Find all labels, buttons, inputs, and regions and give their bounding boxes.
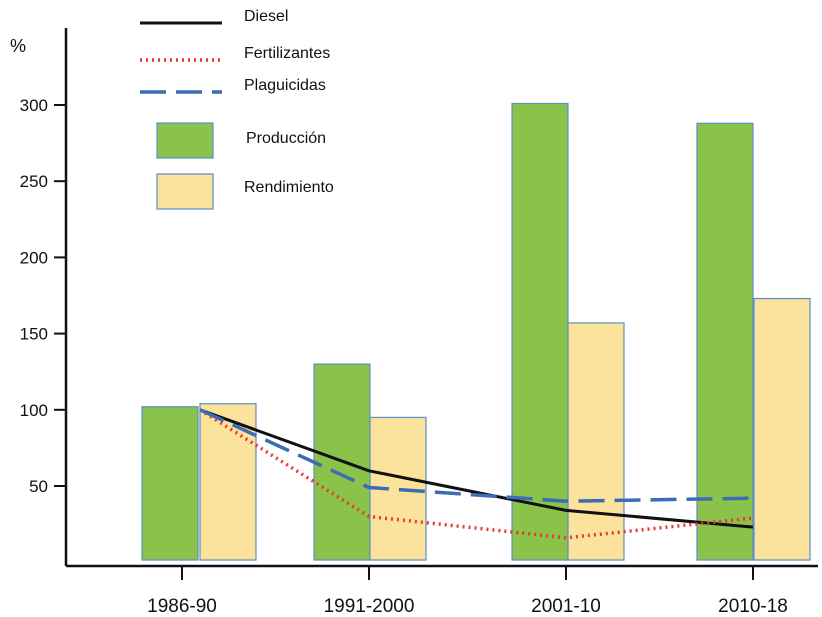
y-tick-label-50: 50	[29, 477, 48, 496]
legend-label-producción: Producción	[246, 130, 326, 147]
y-axis-label: %	[10, 36, 26, 56]
y-tick-label-150: 150	[20, 325, 48, 344]
bar-rendimiento-4	[753, 297, 811, 561]
legend: Diesel Fertilizantes Plaguicidas Producción…	[140, 8, 334, 210]
bar-producción-4	[696, 122, 754, 561]
y-tick-label-300: 300	[20, 96, 48, 115]
bar-rendimiento-3	[567, 322, 625, 561]
bar-producción-3	[511, 102, 569, 561]
line-diesel	[199, 408, 754, 529]
legend-swatch-producción	[156, 122, 214, 159]
line-fertilizantes	[199, 408, 754, 540]
line-plaguicidas	[199, 408, 754, 503]
x-tick-label-1: 1986-90	[147, 596, 217, 617]
legend-label-rendimiento: Rendimiento	[244, 179, 334, 196]
lines-layer	[199, 408, 754, 540]
x-tick-label-3: 2001-10	[531, 596, 601, 617]
y-tick-label-250: 250	[20, 172, 48, 191]
legend-label-diesel: Diesel	[244, 8, 288, 25]
y-tick-label-200: 200	[20, 248, 48, 267]
legend-label-plaguicidas: Plaguicidas	[244, 77, 326, 94]
bars-layer	[141, 102, 811, 561]
x-tick-label-2: 1991-2000	[324, 596, 415, 617]
axes-layer: 50 100 150 200 250 300 1986-90 1991-2000 2001-10…	[20, 28, 818, 617]
bar-producción-1	[141, 406, 199, 561]
y-tick-label-100: 100	[20, 401, 48, 420]
legend-swatch-rendimiento	[156, 173, 214, 210]
legend-label-fertilizantes: Fertilizantes	[244, 45, 330, 62]
x-tick-label-4: 2010-18	[718, 596, 788, 617]
